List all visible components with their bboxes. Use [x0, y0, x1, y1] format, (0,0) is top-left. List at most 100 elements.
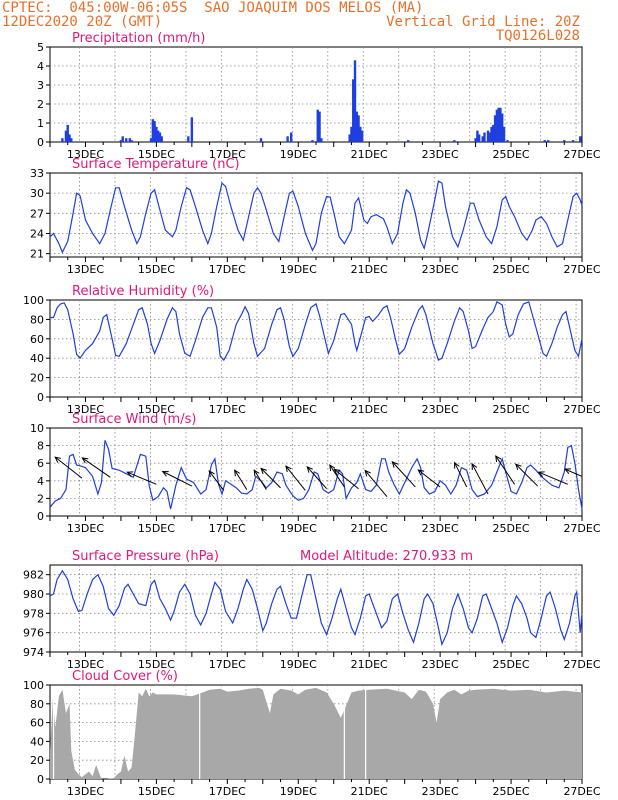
precip-bar — [286, 136, 289, 142]
x-tick-label-precip: 27DEC — [563, 148, 600, 161]
wind-vector-head — [563, 468, 572, 474]
y-tick-label-precip: 2 — [37, 98, 44, 111]
precip-bar — [119, 140, 123, 142]
y-tick-label-precip: 3 — [37, 79, 44, 92]
y-tick-label-precip: 0 — [37, 136, 44, 149]
wind-vector — [471, 463, 489, 495]
y-tick-label-cloud: 20 — [30, 754, 44, 767]
precip-bar — [316, 109, 319, 142]
x-tick-label-rh: 15DEC — [138, 403, 175, 416]
wind-vector — [54, 456, 83, 479]
x-tick-label-temp: 13DEC — [67, 263, 104, 276]
precip-bar — [493, 115, 497, 142]
wind-vector — [329, 464, 345, 488]
panel-frame-pres — [49, 564, 583, 653]
panel-title-rh: Relative Humidity (%) — [72, 284, 214, 299]
x-tick-label-precip: 19DEC — [280, 148, 317, 161]
precip-bar — [407, 140, 410, 142]
precip-bar — [125, 138, 128, 142]
x-tick-label-temp: 25DEC — [493, 263, 530, 276]
precip-bar — [501, 113, 504, 142]
precip-bar — [476, 130, 479, 142]
wind-vector-head — [126, 471, 134, 477]
y-tick-label-cloud: 0 — [37, 773, 44, 786]
x-tick-label-temp: 17DEC — [209, 263, 246, 276]
wind-vector — [364, 470, 388, 497]
precip-bar — [155, 126, 158, 142]
y-tick-label-wind: 4 — [37, 475, 44, 488]
x-tick-label-cloud: 19DEC — [280, 785, 317, 798]
wind-vector-head — [285, 465, 292, 473]
wind-vector — [564, 468, 583, 477]
x-tick-label-rh: 27DEC — [563, 403, 600, 416]
precip-bar — [474, 138, 477, 142]
y-tick-label-temp: 33 — [30, 167, 44, 180]
wind-vector-head — [364, 469, 371, 477]
series-line-rh — [50, 301, 583, 362]
y-tick-label-cloud: 80 — [30, 698, 44, 711]
precip-bar — [502, 126, 506, 142]
model-id: TQ0126L028 — [495, 28, 580, 44]
wind-vector — [82, 457, 111, 478]
wind-vector-head — [81, 457, 89, 464]
wind-vector-head — [329, 464, 336, 472]
wind-vector-head — [333, 468, 341, 475]
x-tick-label-pres: 21DEC — [351, 658, 388, 671]
wind-vector — [162, 471, 193, 487]
y-tick-label-pres: 976 — [23, 627, 44, 640]
x-tick-label-precip: 25DEC — [493, 148, 530, 161]
panel-annotation-pres: Model Altitude: 270.933 m — [300, 549, 473, 564]
y-tick-label-wind: 6 — [37, 457, 44, 470]
precip-bar — [149, 138, 153, 142]
precip-bar — [490, 126, 493, 142]
wind-vector — [208, 470, 225, 491]
x-tick-label-pres: 13DEC — [67, 658, 104, 671]
precip-bar — [61, 138, 64, 142]
x-tick-label-precip: 21DEC — [351, 148, 388, 161]
series-line-pres — [49, 569, 583, 647]
x-tick-label-rh: 23DEC — [422, 403, 459, 416]
precip-bar — [563, 140, 566, 142]
precip-bar — [68, 134, 71, 142]
panel-title-cloud: Cloud Cover (%) — [72, 669, 178, 684]
y-tick-label-cloud: 40 — [30, 735, 44, 748]
x-tick-label-pres: 17DEC — [209, 658, 246, 671]
x-tick-label-wind: 23DEC — [422, 522, 459, 535]
y-tick-label-rh: 80 — [30, 313, 44, 326]
wind-vector — [495, 455, 516, 485]
series-line-temp — [49, 180, 583, 254]
precip-bar — [153, 121, 156, 142]
x-tick-label-precip: 15DEC — [138, 148, 175, 161]
x-tick-label-rh: 25DEC — [493, 403, 530, 416]
x-tick-label-precip: 17DEC — [209, 148, 246, 161]
panel-title-pres: Surface Pressure (hPa) — [72, 549, 219, 564]
wind-vector — [285, 465, 306, 491]
precip-bar — [543, 140, 546, 142]
precip-bar — [121, 136, 124, 142]
x-tick-label-pres: 25DEC — [493, 658, 530, 671]
precip-bar — [187, 136, 190, 142]
precip-bar — [352, 79, 355, 142]
y-tick-label-precip: 1 — [37, 117, 44, 130]
wind-vector — [306, 466, 328, 490]
x-tick-label-wind: 17DEC — [209, 522, 246, 535]
y-tick-label-precip: 4 — [37, 60, 44, 73]
y-tick-label-pres: 978 — [23, 607, 44, 620]
x-tick-label-temp: 19DEC — [280, 263, 317, 276]
y-tick-label-rh: 100 — [23, 294, 44, 307]
precip-bar — [151, 119, 155, 142]
wind-vector — [260, 468, 281, 489]
wind-vector-head — [391, 461, 399, 468]
y-tick-label-pres: 980 — [23, 588, 44, 601]
precip-bar — [130, 140, 133, 142]
y-tick-label-rh: 20 — [30, 372, 44, 385]
wind-vector-head — [260, 467, 267, 475]
wind-vector-head — [417, 469, 425, 476]
y-tick-label-temp: 27 — [30, 207, 44, 220]
x-tick-label-wind: 13DEC — [67, 522, 104, 535]
x-tick-label-cloud: 23DEC — [422, 785, 459, 798]
y-tick-label-wind: 10 — [30, 422, 44, 435]
x-tick-label-temp: 23DEC — [422, 263, 459, 276]
precip-bar — [486, 130, 490, 142]
